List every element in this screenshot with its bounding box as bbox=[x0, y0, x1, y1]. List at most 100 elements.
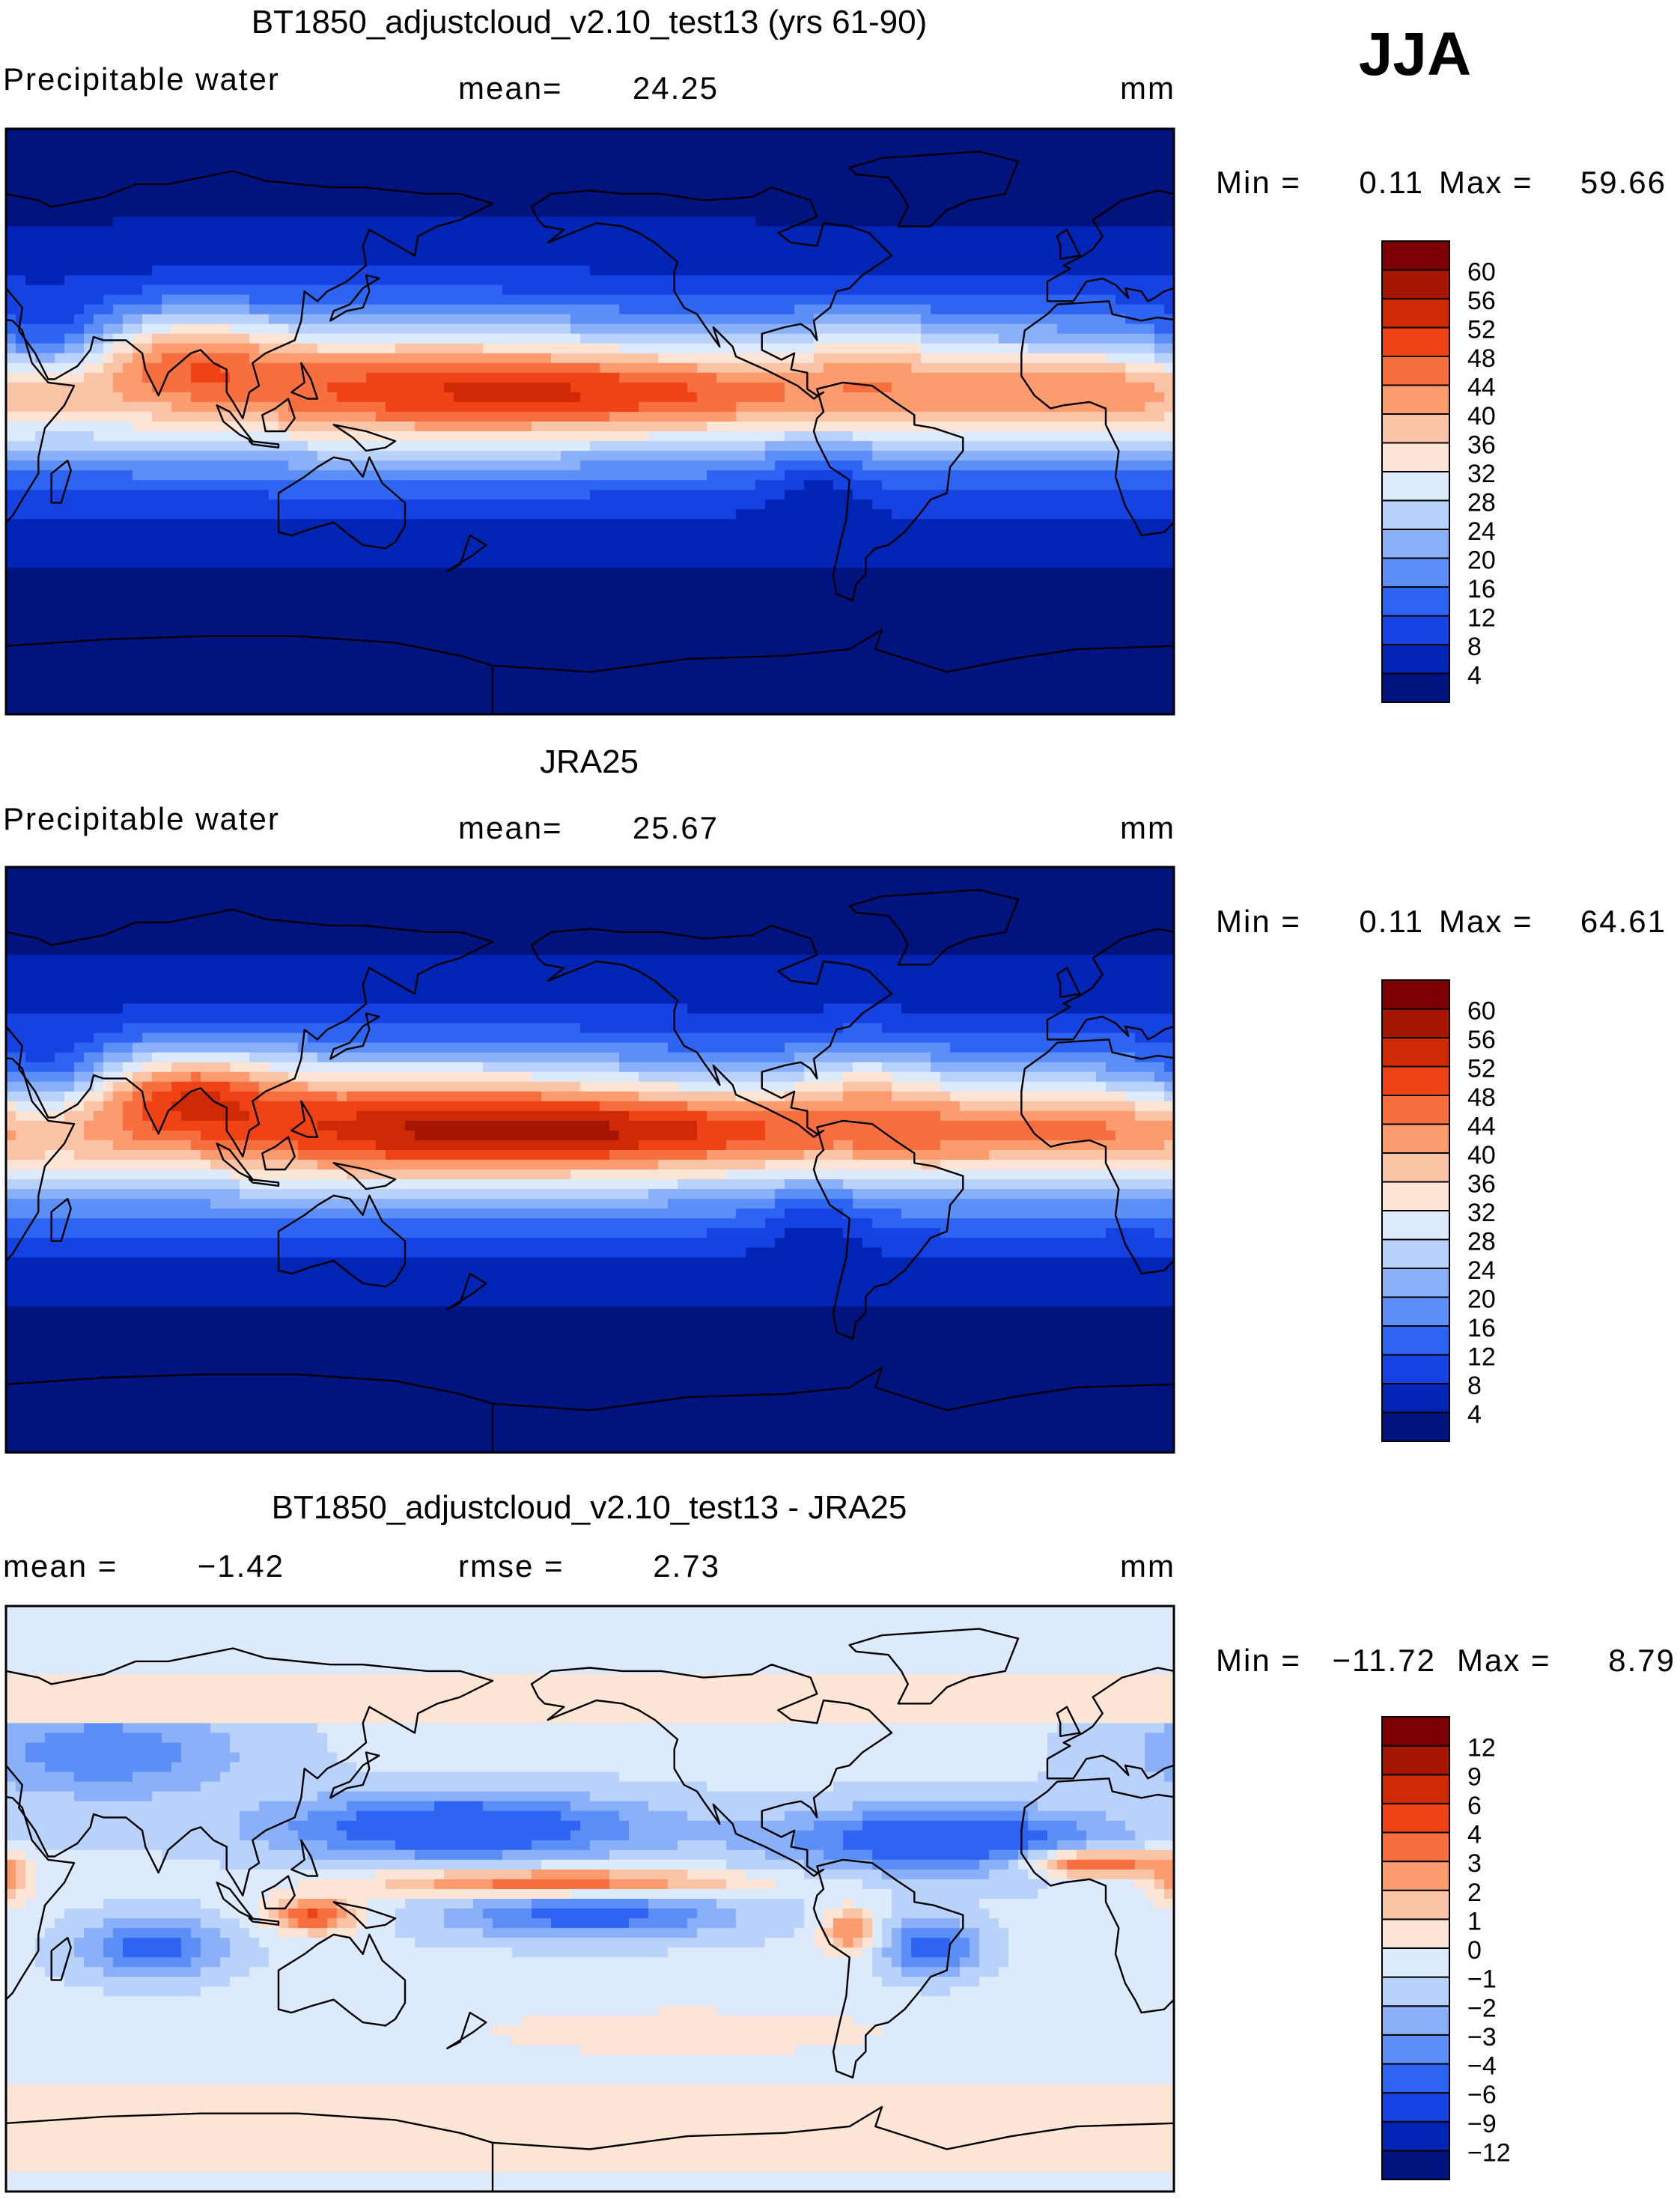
coastline bbox=[332, 1901, 397, 1929]
field-cell bbox=[220, 1771, 620, 1783]
field-cell bbox=[269, 1957, 873, 1968]
field-cell bbox=[765, 1849, 824, 1861]
field-cell bbox=[6, 1977, 65, 1987]
field-cell bbox=[736, 1208, 785, 1219]
panel-model-map-frame bbox=[4, 127, 1175, 716]
field-cell bbox=[356, 1908, 367, 1919]
colorbar-swatch bbox=[1381, 2120, 1450, 2152]
field-cell bbox=[415, 1849, 503, 1861]
field-cell bbox=[6, 2123, 1174, 2134]
field-cell bbox=[230, 1947, 270, 1958]
field-cell bbox=[765, 1130, 1116, 1141]
field-cell bbox=[882, 2025, 1174, 2037]
field-cell bbox=[337, 1918, 357, 1929]
field-cell bbox=[1038, 1888, 1145, 1900]
field-cell bbox=[619, 1062, 805, 1073]
field-cell bbox=[16, 1781, 201, 1792]
field-cell bbox=[6, 187, 1174, 198]
field-cell bbox=[882, 1938, 892, 1948]
field-cell bbox=[25, 275, 65, 286]
colorbar-swatch bbox=[1381, 1123, 1450, 1154]
field-cell bbox=[814, 1938, 834, 1948]
field-cell bbox=[6, 1403, 1174, 1414]
field-cell bbox=[64, 333, 85, 344]
field-cell bbox=[123, 1003, 688, 1015]
field-cell bbox=[600, 362, 698, 374]
field-cell bbox=[84, 362, 104, 374]
field-cell bbox=[1154, 1869, 1174, 1880]
field-cell bbox=[1086, 1830, 1136, 1841]
field-cell bbox=[337, 392, 454, 403]
field-cell bbox=[230, 1081, 260, 1092]
field-cell bbox=[6, 548, 1174, 559]
field-cell bbox=[220, 362, 600, 374]
field-cell bbox=[84, 323, 104, 335]
coastline bbox=[261, 1136, 296, 1171]
coastline bbox=[329, 1012, 380, 1060]
field-cell bbox=[6, 304, 85, 315]
field-cell bbox=[502, 1849, 610, 1861]
field-cell bbox=[415, 1130, 620, 1141]
field-cell bbox=[220, 1908, 260, 1919]
field-cell bbox=[366, 1899, 406, 1909]
field-cell bbox=[940, 1228, 1107, 1238]
field-cell bbox=[6, 2132, 1174, 2144]
field-cell bbox=[269, 1840, 328, 1851]
field-cell bbox=[6, 1247, 746, 1258]
colorbar-tick-label: 56 bbox=[1467, 1026, 1496, 1054]
field-cell bbox=[279, 411, 377, 422]
field-cell bbox=[103, 1938, 124, 1948]
field-cell bbox=[707, 1781, 834, 1792]
field-cell bbox=[298, 1149, 386, 1161]
field-cell bbox=[765, 1938, 815, 1948]
field-cell bbox=[619, 1771, 1038, 1783]
field-cell bbox=[1135, 1101, 1174, 1112]
field-cell bbox=[201, 1918, 240, 1929]
colorbar-swatch bbox=[1381, 384, 1450, 415]
field-cell bbox=[678, 1179, 785, 1190]
colorbar-tick-label: 32 bbox=[1467, 460, 1496, 488]
field-cell bbox=[6, 1645, 1174, 1655]
field-cell bbox=[580, 392, 698, 403]
colorbar-swatch bbox=[1381, 2034, 1450, 2065]
field-cell bbox=[6, 1908, 65, 1919]
colorbar-swatch bbox=[1381, 1889, 1450, 1920]
field-cell bbox=[6, 1801, 260, 1812]
field-cell bbox=[6, 1616, 1174, 1626]
field-cell bbox=[308, 1908, 318, 1919]
field-cell bbox=[1057, 323, 1155, 335]
panel-obs-variable: Precipitable water bbox=[3, 801, 280, 836]
field-cell bbox=[16, 1101, 65, 1112]
field-cell bbox=[230, 1062, 270, 1073]
colorbar-tick-label: 36 bbox=[1467, 1170, 1496, 1199]
field-cell bbox=[853, 1149, 990, 1161]
field-cell bbox=[619, 304, 795, 315]
field-cell bbox=[74, 1791, 153, 1802]
field-cell bbox=[347, 1830, 571, 1841]
field-cell bbox=[317, 1723, 1058, 1734]
field-cell bbox=[6, 645, 1174, 657]
field-cell bbox=[6, 333, 16, 344]
field-cell bbox=[152, 333, 250, 344]
field-cell bbox=[882, 480, 1174, 490]
field-cell bbox=[395, 1928, 484, 1938]
field-cell bbox=[6, 1267, 1174, 1277]
field-cell bbox=[570, 382, 688, 393]
field-cell bbox=[999, 1967, 1174, 1977]
field-cell bbox=[590, 441, 766, 451]
field-cell bbox=[541, 1091, 639, 1102]
field-cell bbox=[785, 1208, 844, 1219]
field-cell bbox=[103, 1062, 124, 1073]
colorbar-swatch bbox=[1381, 1210, 1450, 1241]
field-cell bbox=[785, 490, 853, 500]
colorbar-tick-label: −9 bbox=[1467, 2110, 1497, 2138]
coastline bbox=[446, 2011, 487, 2049]
field-cell bbox=[35, 1947, 75, 1958]
field-cell bbox=[532, 1869, 610, 1880]
panel-model-title: BT1850_adjustcloud_v2.10_test13 (yrs 61-… bbox=[252, 4, 928, 40]
field-cell bbox=[191, 1928, 221, 1938]
panel-model-field bbox=[6, 129, 1174, 714]
field-cell bbox=[288, 1071, 532, 1083]
field-cell bbox=[853, 1199, 1174, 1209]
field-cell bbox=[950, 1986, 1174, 1997]
